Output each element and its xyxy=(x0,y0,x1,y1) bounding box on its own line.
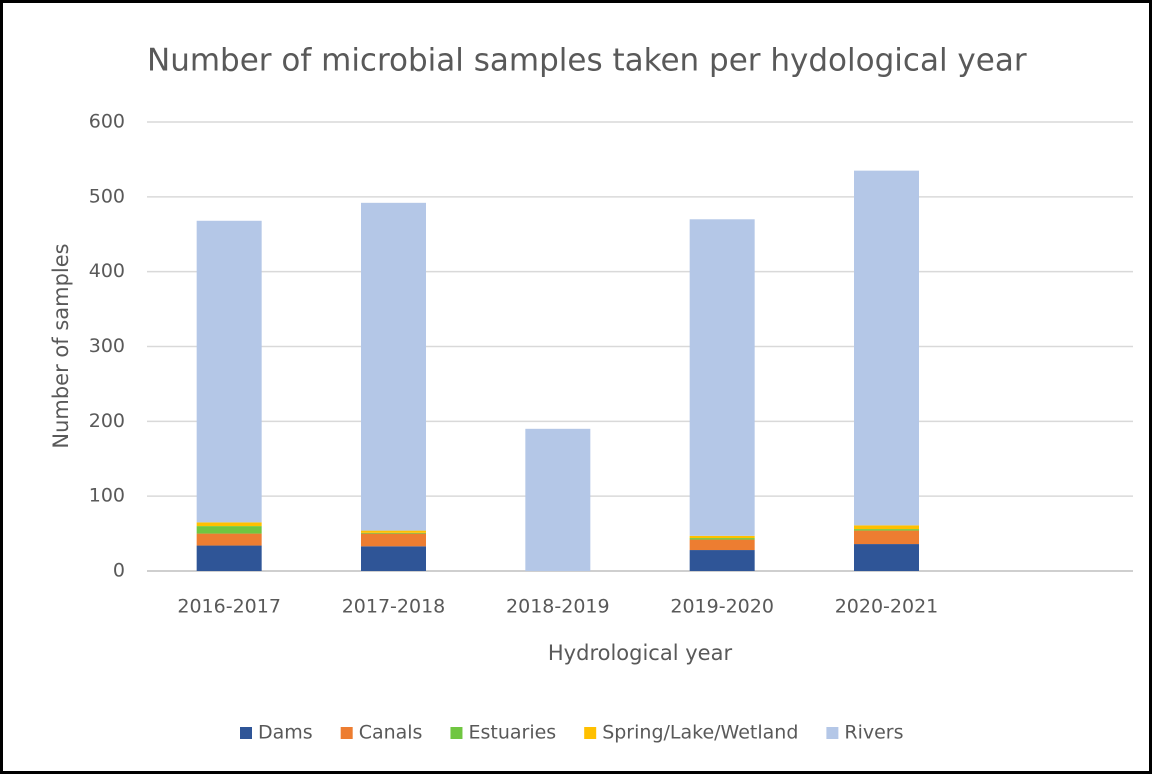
y-tick-label: 600 xyxy=(89,111,125,133)
legend-label: Rivers xyxy=(844,722,903,744)
x-tick-label: 2017-2018 xyxy=(342,596,446,618)
x-tick-label: 2018-2019 xyxy=(506,596,610,618)
bar-segment xyxy=(361,546,426,571)
x-tick-label: 2020-2021 xyxy=(835,596,939,618)
bar-segment xyxy=(361,530,426,533)
legend-label: Spring/Lake/Wetland xyxy=(602,722,798,744)
legend-label: Estuaries xyxy=(468,722,556,744)
y-tick-label: 100 xyxy=(89,485,125,507)
bar-segment xyxy=(361,202,426,531)
bar-segment xyxy=(196,545,262,571)
bar-segment xyxy=(854,544,919,571)
y-tick-label: 300 xyxy=(89,335,125,357)
bar-segment xyxy=(689,550,755,571)
bar-segment xyxy=(525,428,591,571)
y-tick-label: 0 xyxy=(113,560,125,582)
bar-segment xyxy=(689,219,755,536)
x-tick-label: 2019-2020 xyxy=(670,596,774,618)
legend-label: Dams xyxy=(258,722,313,744)
y-axis-title: Number of samples xyxy=(49,243,73,448)
bar-segment xyxy=(196,533,262,546)
x-axis-title: Hydrological year xyxy=(548,641,733,665)
bar-segment xyxy=(689,535,755,539)
bar-segment xyxy=(689,539,755,551)
y-tick-label: 500 xyxy=(89,185,125,207)
chart-title: Number of microbial samples taken per hy… xyxy=(147,43,1027,79)
bar-segment xyxy=(196,220,262,523)
legend-swatch xyxy=(450,727,463,739)
bar-segment xyxy=(854,525,919,530)
legend-swatch xyxy=(584,727,597,739)
bar-segment xyxy=(196,526,262,534)
legend-swatch xyxy=(826,727,839,739)
legend-label: Canals xyxy=(359,722,423,744)
y-tick-label: 200 xyxy=(89,410,125,432)
bar-segment xyxy=(854,529,919,531)
y-tick-label: 400 xyxy=(89,260,125,282)
x-tick-label: 2016-2017 xyxy=(177,596,281,618)
bar-segment xyxy=(689,538,755,540)
legend-swatch xyxy=(240,727,252,739)
bar-segment xyxy=(361,532,426,534)
bar-segment xyxy=(361,533,426,547)
bar-segment xyxy=(854,170,919,526)
bar-segment xyxy=(854,530,919,545)
legend-swatch xyxy=(340,727,353,739)
bar-segment xyxy=(196,522,262,527)
